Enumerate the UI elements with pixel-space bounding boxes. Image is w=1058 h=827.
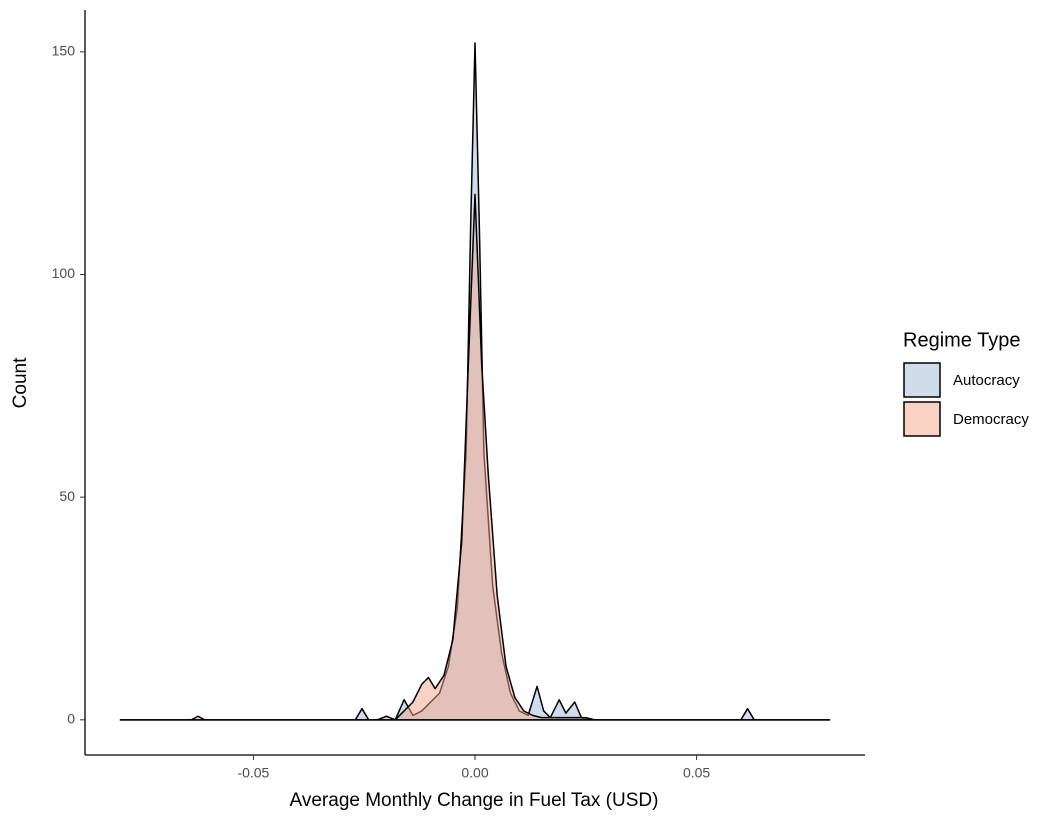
legend-key <box>903 362 941 398</box>
legend-key <box>903 401 941 437</box>
y-tick-label: 0 <box>67 711 75 727</box>
y-tick-label: 50 <box>59 488 75 504</box>
x-tick-label: 0.05 <box>683 765 710 781</box>
legend-label: Autocracy <box>953 372 1020 389</box>
legend-label: Democracy <box>953 411 1029 428</box>
x-tick-label: 0.00 <box>461 765 488 781</box>
legend-title: Regime Type <box>903 329 1020 351</box>
x-axis-label: Average Monthly Change in Fuel Tax (USD) <box>290 790 659 811</box>
y-axis-label: Count <box>10 357 31 408</box>
y-tick-label: 100 <box>52 265 76 281</box>
y-tick-label: 150 <box>52 43 76 59</box>
density-area <box>119 193 831 721</box>
x-tick-label: -0.05 <box>237 765 269 781</box>
